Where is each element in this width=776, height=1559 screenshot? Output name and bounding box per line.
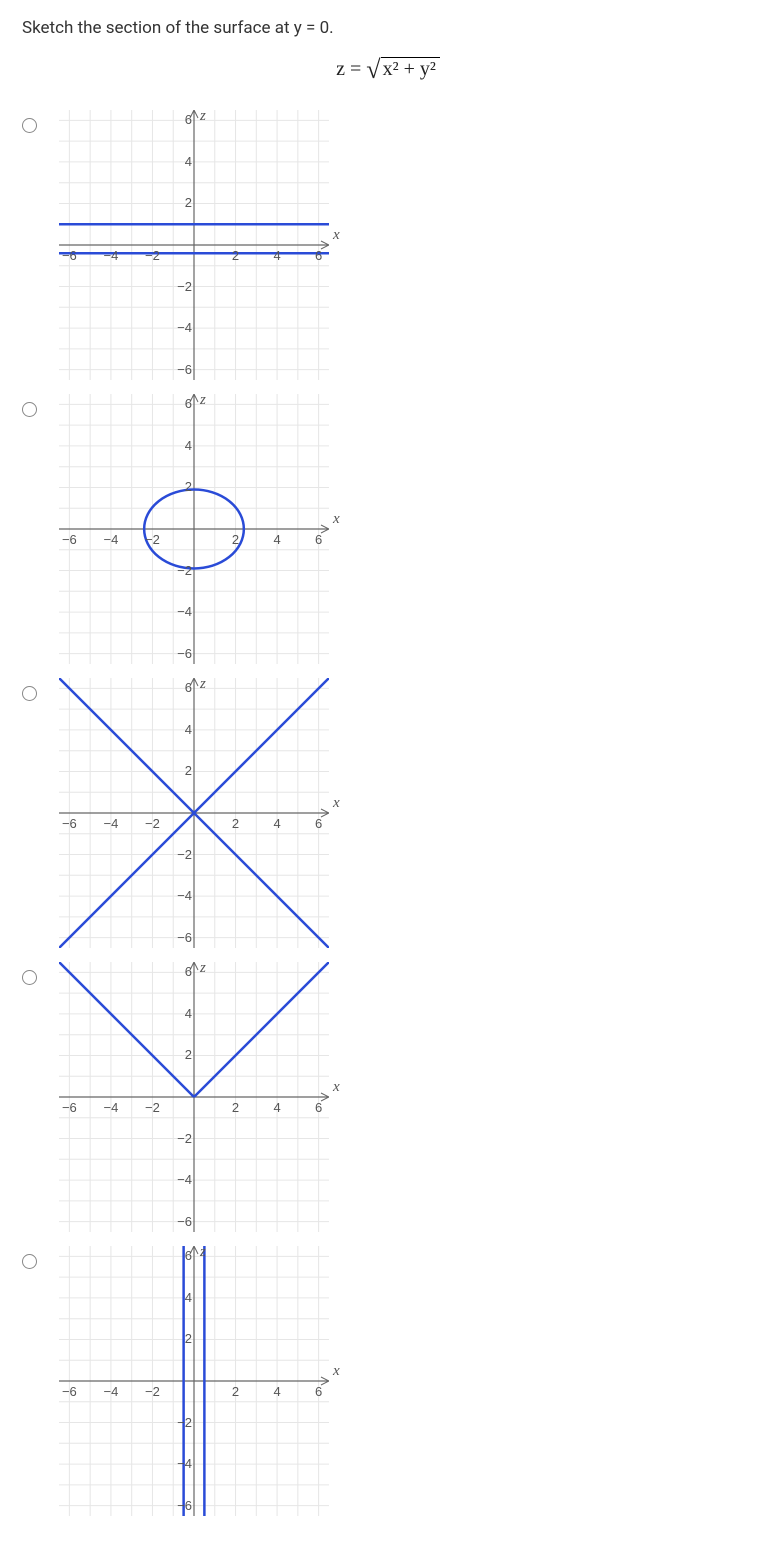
x-tick-label: 6: [309, 817, 329, 830]
x-tick-label: 4: [267, 817, 287, 830]
x-tick-label: −6: [59, 249, 79, 262]
x-tick-label: −4: [101, 817, 121, 830]
x-axis-label: x: [333, 511, 340, 528]
radio-D[interactable]: [22, 970, 37, 985]
graph-D: zx−6−6−4−4−2−2224466: [59, 962, 329, 1232]
x-tick-label: −6: [59, 533, 79, 546]
z-tick-label: −6: [168, 1499, 192, 1512]
x-tick-label: −2: [142, 1101, 162, 1114]
z-tick-label: −4: [168, 889, 192, 902]
z-tick-label: 6: [168, 1249, 192, 1262]
x-tick-label: −6: [59, 1385, 79, 1398]
z-axis-label: z: [200, 960, 206, 977]
z-tick-label: 4: [168, 1007, 192, 1020]
graph-E: zx−6−6−4−4−2−2224466: [59, 1246, 329, 1516]
z-tick-label: −2: [168, 1416, 192, 1429]
z-tick-label: 6: [168, 681, 192, 694]
x-axis-label: x: [333, 227, 340, 244]
option-B[interactable]: z x −6 −6 −4 −4 −2 −2 2 2 4 4 6 6: [22, 394, 754, 664]
z-tick-label: −4: [168, 321, 192, 334]
x-tick-label: 6: [309, 1101, 329, 1114]
z-tick-label: −4: [168, 605, 192, 618]
x-tick-label: −4: [101, 1101, 121, 1114]
z-tick-label: −2: [168, 564, 192, 577]
x-tick-label: 6: [309, 1385, 329, 1398]
formula-display: z = √x² + y²: [22, 52, 754, 82]
x-tick-label: 2: [226, 249, 246, 262]
x-tick-label: 2: [226, 1101, 246, 1114]
z-tick-label: −6: [168, 1215, 192, 1228]
z-axis-label: z: [200, 1244, 206, 1261]
z-tick-label: −6: [168, 363, 192, 376]
z-tick-label: −2: [168, 848, 192, 861]
z-tick-label: 4: [168, 155, 192, 168]
z-tick-label: 6: [168, 113, 192, 126]
x-tick-label: 4: [267, 533, 287, 546]
radio-C[interactable]: [22, 686, 37, 701]
formula-lhs: z =: [336, 58, 361, 80]
x-tick-label: −4: [101, 249, 121, 262]
x-tick-label: −2: [142, 817, 162, 830]
z-axis-label: z: [200, 392, 206, 409]
z-axis-label: z: [200, 676, 206, 693]
x-tick-label: 4: [267, 249, 287, 262]
x-tick-label: 4: [267, 1385, 287, 1398]
x-tick-label: −4: [101, 1385, 121, 1398]
z-axis-label: z: [200, 108, 206, 125]
formula-radicand: x² + y²: [381, 57, 440, 80]
x-axis-label: x: [333, 1363, 340, 1380]
z-tick-label: −6: [168, 931, 192, 944]
x-axis-label: x: [333, 795, 340, 812]
z-tick-label: 2: [168, 1048, 192, 1061]
x-tick-label: −2: [142, 533, 162, 546]
z-tick-label: 6: [168, 397, 192, 410]
option-A[interactable]: z x −6 −6 −4 −4 −2 −2 2 2 4 4 6 6: [22, 110, 754, 380]
z-tick-label: 4: [168, 1291, 192, 1304]
z-tick-label: 2: [168, 764, 192, 777]
options-list: zx−6−6−4−4−2−2224466zx−6−6−4−4−2−2224466…: [22, 110, 754, 1530]
z-tick-label: −4: [168, 1457, 192, 1470]
x-tick-label: −2: [142, 249, 162, 262]
x-tick-label: 6: [309, 533, 329, 546]
z-tick-label: −2: [168, 280, 192, 293]
z-tick-label: −6: [168, 647, 192, 660]
x-tick-label: −6: [59, 817, 79, 830]
radio-E[interactable]: [22, 1254, 37, 1269]
x-tick-label: 6: [309, 249, 329, 262]
z-tick-label: 6: [168, 965, 192, 978]
radio-B[interactable]: [22, 402, 37, 417]
graph-A: zx−6−6−4−4−2−2224466: [59, 110, 329, 380]
z-tick-label: 4: [168, 439, 192, 452]
question-text: Sketch the section of the surface at y =…: [22, 18, 754, 38]
z-tick-label: 4: [168, 723, 192, 736]
x-tick-label: −6: [59, 1101, 79, 1114]
option-C[interactable]: z x −6 −6 −4 −4 −2 −2 2 2 4 4 6 6: [22, 678, 754, 948]
x-tick-label: 4: [267, 1101, 287, 1114]
z-tick-label: −2: [168, 1132, 192, 1145]
x-axis-label: x: [333, 1079, 340, 1096]
z-tick-label: 2: [168, 196, 192, 209]
x-tick-label: −2: [142, 1385, 162, 1398]
option-D[interactable]: z x −6 −6 −4 −4 −2 −2 2 2 4 4 6 6: [22, 962, 754, 1232]
graph-B: zx−6−6−4−4−2−2224466: [59, 394, 329, 664]
x-tick-label: 2: [226, 533, 246, 546]
z-tick-label: 2: [168, 480, 192, 493]
graph-C: zx−6−6−4−4−2−2224466: [59, 678, 329, 948]
radio-A[interactable]: [22, 118, 37, 133]
z-tick-label: −4: [168, 1173, 192, 1186]
z-tick-label: 2: [168, 1332, 192, 1345]
x-tick-label: −4: [101, 533, 121, 546]
option-E[interactable]: z x −6 −6 −4 −4 −2 −2 2 2 4 4 6 6: [22, 1246, 754, 1516]
x-tick-label: 2: [226, 1385, 246, 1398]
x-tick-label: 2: [226, 817, 246, 830]
